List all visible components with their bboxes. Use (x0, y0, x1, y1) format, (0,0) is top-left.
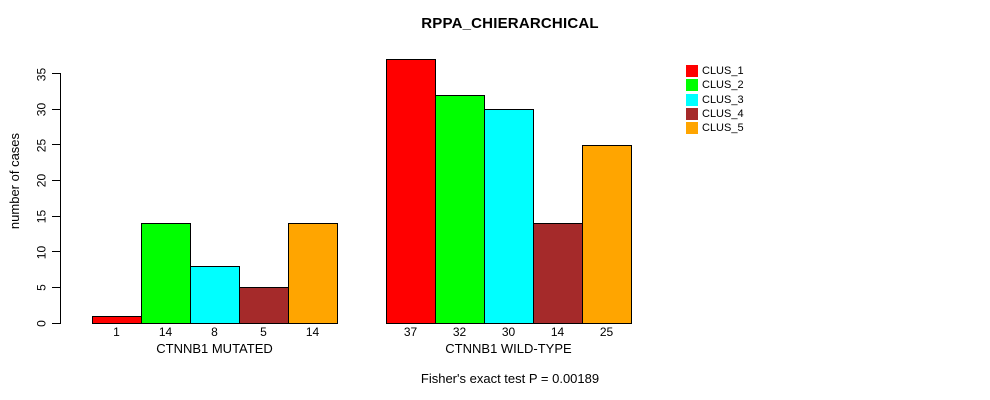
bar-clus_3 (484, 109, 534, 324)
y-tick-label: 0 (34, 320, 49, 327)
y-tick-label: 20 (34, 174, 49, 188)
y-tick-label: 35 (34, 67, 49, 81)
y-tick-mark (52, 322, 60, 324)
bar-clus_1 (386, 59, 436, 324)
bar-value-label: 8 (211, 325, 218, 339)
bar-value-label: 14 (305, 325, 320, 339)
legend-label: CLUS_3 (702, 93, 744, 106)
bar-clus_2 (141, 223, 191, 324)
group-label: CTNNB1 WILD-TYPE (445, 341, 572, 356)
bar-clus_3 (190, 265, 240, 324)
y-tick-mark (52, 73, 60, 74)
legend-label: CLUS_4 (702, 107, 744, 120)
bar-value-label: 14 (158, 325, 173, 339)
bar-value-label: 30 (501, 325, 516, 339)
legend-swatch-icon (686, 107, 698, 120)
y-tick-mark (52, 179, 60, 181)
bar-value-label: 1 (113, 325, 120, 339)
bar-value-label: 32 (452, 325, 467, 339)
y-tick-mark (52, 215, 60, 217)
bar-clus_4 (533, 223, 583, 324)
legend-swatch-icon (686, 122, 698, 135)
y-axis-label: number of cases (7, 132, 22, 230)
y-axis-line (60, 73, 61, 324)
y-tick-label: 30 (34, 102, 49, 117)
group-label: CTNNB1 MUTATED (156, 341, 273, 356)
legend-label: CLUS_5 (702, 122, 744, 135)
y-tick-mark (52, 286, 60, 288)
stat-caption: Fisher's exact test P = 0.00189 (420, 371, 600, 386)
y-tick-label: 5 (34, 284, 49, 292)
bar-value-label: 25 (599, 325, 614, 339)
legend-label: CLUS_2 (702, 79, 744, 92)
bar-value-label: 14 (550, 325, 565, 339)
y-tick-mark (52, 108, 60, 110)
bar-clus_1 (92, 315, 142, 324)
legend-swatch-icon (686, 93, 698, 106)
bar-clus_5 (288, 223, 338, 324)
chart-title: RPPA_CHIERARCHICAL (421, 15, 599, 32)
legend-label: CLUS_1 (702, 65, 744, 77)
y-tick-mark (52, 144, 60, 146)
bar-clus_5 (582, 144, 632, 324)
bar-clus_2 (435, 94, 485, 324)
bar-value-label: 5 (260, 325, 267, 339)
bar-clus_4 (239, 287, 289, 324)
y-tick-label: 10 (34, 245, 49, 259)
legend-swatch-icon (686, 65, 698, 77)
y-tick-mark (52, 251, 60, 253)
y-tick-label: 15 (34, 209, 49, 224)
y-tick-label: 25 (34, 138, 49, 152)
bar-value-label: 37 (403, 325, 418, 339)
legend-swatch-icon (686, 79, 698, 92)
